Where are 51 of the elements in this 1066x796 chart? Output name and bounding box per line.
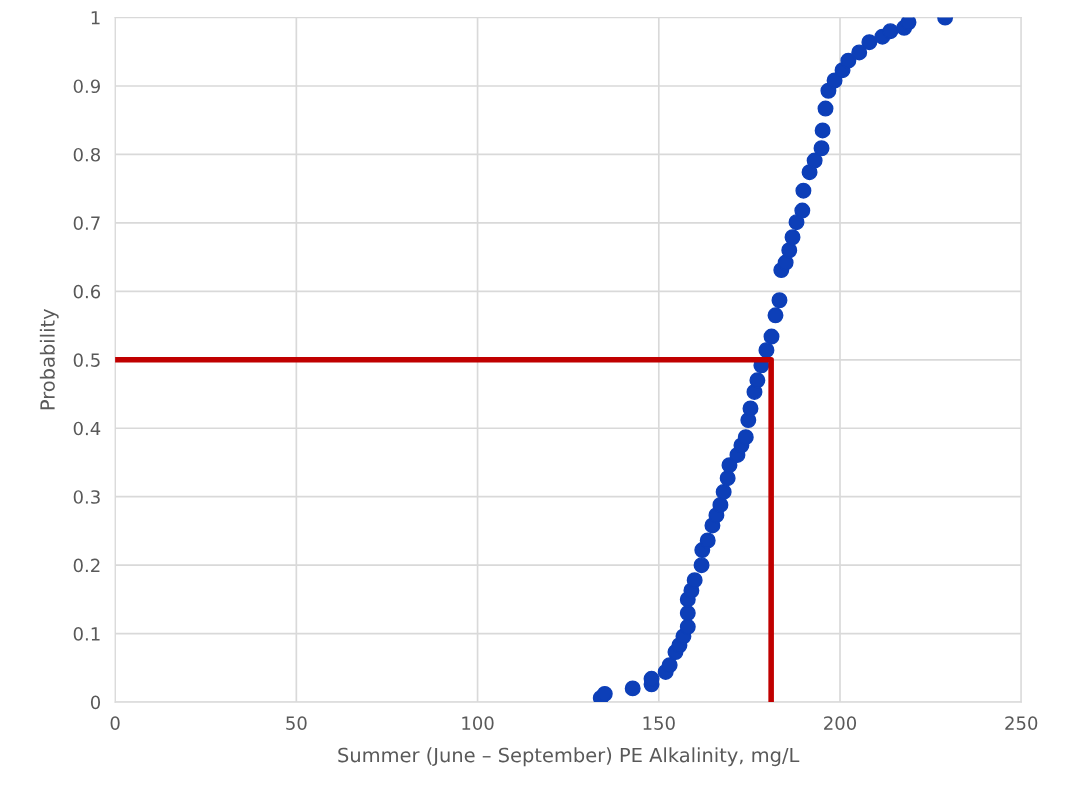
- point: [817, 100, 834, 117]
- point: [686, 572, 703, 589]
- point: [699, 532, 716, 549]
- y-tick-label: 0.2: [73, 558, 100, 573]
- y-tick-label: 0.8: [73, 147, 100, 162]
- x-tick-label: 150: [643, 716, 675, 730]
- point: [882, 23, 899, 40]
- point: [771, 292, 788, 309]
- y-tick-label: 0.9: [73, 79, 100, 94]
- point: [624, 680, 641, 697]
- point: [763, 328, 780, 345]
- y-tick-label: 0: [90, 695, 101, 710]
- y-tick-label: 0.4: [73, 421, 101, 436]
- point: [596, 685, 613, 702]
- point: [767, 307, 784, 324]
- point: [794, 202, 811, 219]
- point: [784, 229, 801, 246]
- y-tick-label: 0.1: [73, 627, 100, 641]
- y-tick-label: 0.7: [73, 216, 100, 230]
- y-tick-label: 0.3: [73, 490, 100, 504]
- point: [814, 122, 831, 139]
- x-tick-label: 50: [286, 716, 307, 730]
- point: [742, 400, 759, 417]
- point: [840, 52, 857, 69]
- x-axis-title: Summer (June – September) PE Alkalinity, mg/L: [338, 747, 800, 767]
- point: [749, 372, 766, 389]
- point: [900, 17, 917, 31]
- point: [679, 618, 696, 635]
- point: [758, 342, 775, 359]
- point: [795, 182, 812, 199]
- y-axis-title: Probability: [39, 308, 59, 410]
- point: [661, 657, 678, 674]
- point: [781, 242, 798, 259]
- x-tick-label: 100: [462, 716, 494, 730]
- x-tick-label: 0: [110, 716, 120, 730]
- point: [813, 140, 830, 157]
- point: [712, 496, 729, 513]
- y-tick-label: 0.6: [73, 284, 101, 299]
- point: [788, 214, 805, 231]
- point: [806, 152, 823, 169]
- x-tick-label: 250: [1005, 716, 1038, 730]
- point: [719, 470, 736, 487]
- point: [715, 483, 732, 500]
- y-tick-label: 0.5: [73, 353, 100, 367]
- y-tick-label: 1: [91, 11, 100, 25]
- point: [861, 34, 878, 51]
- point: [693, 557, 710, 574]
- point: [851, 44, 868, 61]
- x-tick-label: 200: [824, 716, 857, 730]
- point: [737, 429, 754, 446]
- point: [679, 605, 696, 622]
